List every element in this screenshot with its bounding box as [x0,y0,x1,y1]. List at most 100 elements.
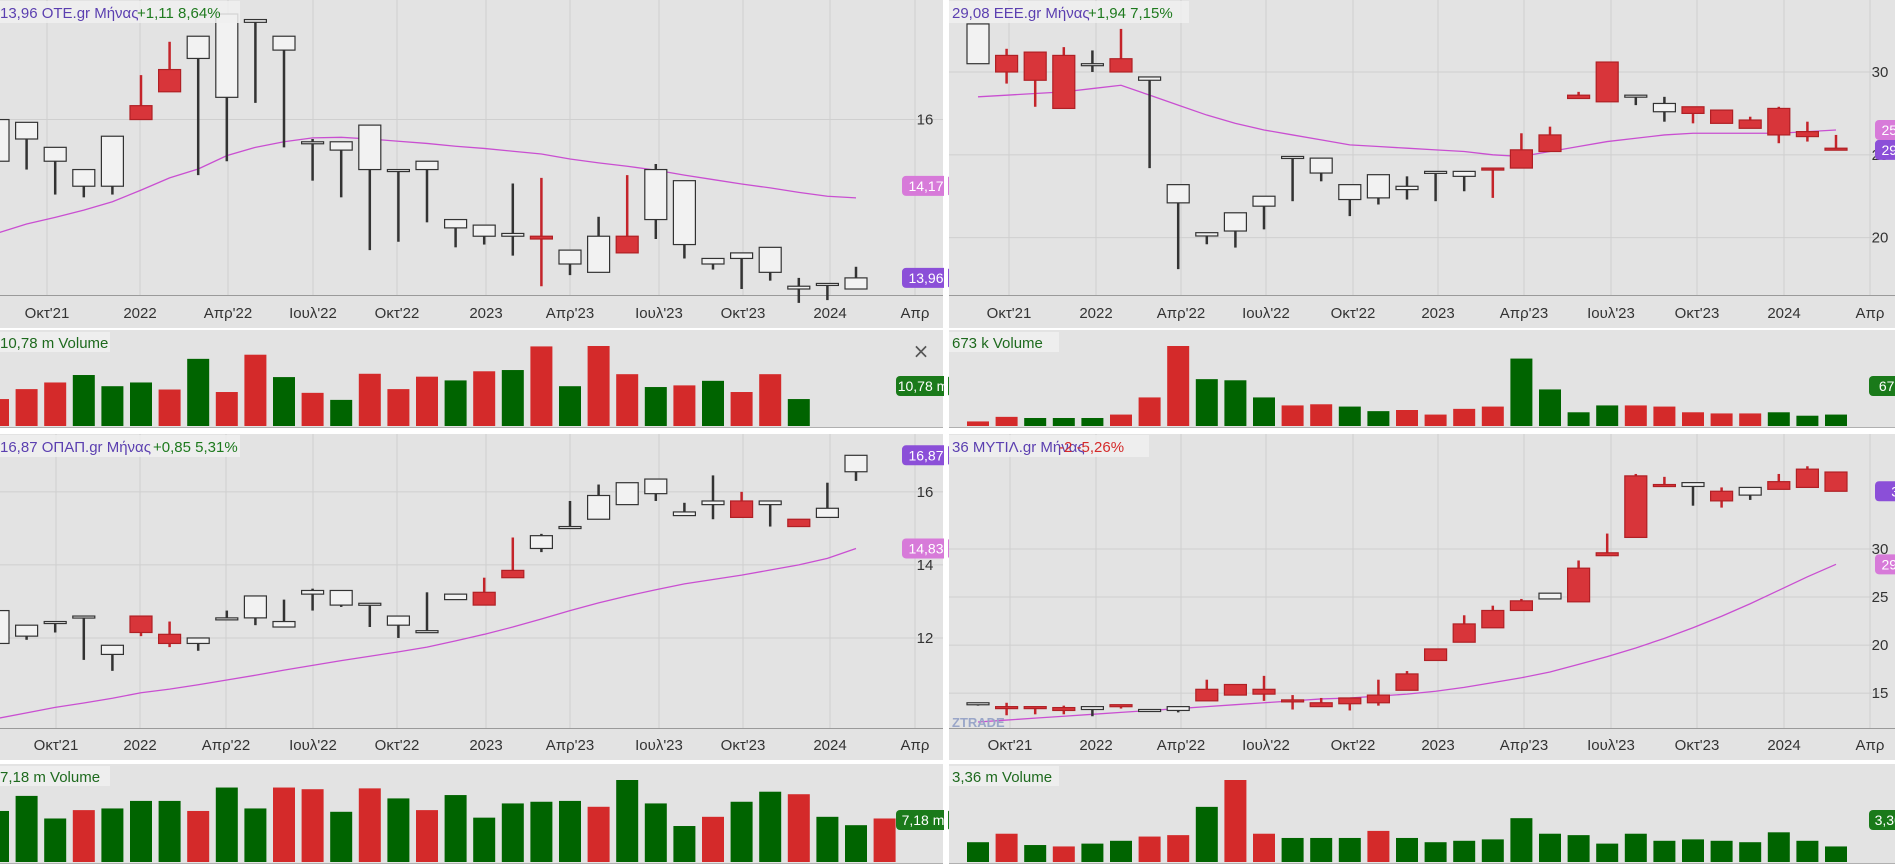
candle-body [1338,184,1362,201]
candle-body [501,232,525,237]
candle-body [1052,706,1076,712]
candle [758,500,782,527]
moving-average-line [977,563,1837,723]
candle-body [386,615,410,626]
volume-bar [1138,397,1161,426]
volume-panel-background [949,764,1895,864]
volume-bar [673,385,696,426]
candle-body [1652,102,1677,113]
x-tick-label: Απρ [901,737,930,754]
candle-body [758,246,782,273]
candle-body [558,249,582,265]
candle-body [1252,195,1276,207]
ma-badge: 14,17 [902,175,950,196]
volume-bar [301,789,324,862]
x-tick-label: Οκτ'22 [375,305,420,322]
volume-bar [1052,846,1075,862]
candle-body [1481,609,1505,629]
volume-bar [1396,837,1418,862]
price-badge: 29,08 [1875,139,1895,160]
price-badge-label: 36 [1891,483,1895,499]
candle [415,160,439,223]
candle-body [1624,475,1648,539]
chart-title-group: 13,96 OTE.gr Μήνας+1,11 8,64% [0,1,240,23]
divider [0,427,943,428]
volume-badge-background [1869,376,1895,396]
close-icon[interactable]: × [913,339,930,363]
volume-label-background [0,332,110,352]
candle [0,118,10,162]
candle-body [72,615,96,619]
candle [129,75,153,121]
x-tick-label: Απρ [1856,305,1885,322]
panel-divider [944,0,948,864]
candle [301,139,325,181]
candle [1223,683,1248,696]
ma-badge: 29,57 [1875,554,1895,575]
candle-body [1566,94,1591,100]
candle-body [1738,486,1762,496]
volume-bar [0,810,9,862]
candle-body [644,168,668,221]
candle-body [1137,76,1162,81]
volume-bar [158,800,181,862]
y-tick-label: 30 [1872,541,1889,558]
candle-body [1137,708,1162,713]
candle-body [1423,648,1448,662]
candle-body [1709,109,1734,124]
candle-body [158,633,182,645]
candle [1452,170,1476,192]
candle-body [529,235,554,240]
volume-bar [730,392,753,426]
volume-bar [416,376,438,426]
candle [243,18,267,103]
candle-body [1080,706,1105,711]
candle [558,500,582,530]
volume-bar [1367,830,1390,862]
candle-body [1538,134,1562,153]
x-tick-label: 2023 [1421,305,1454,322]
candle [1767,473,1791,490]
candle [1395,176,1419,200]
candle [615,482,639,506]
x-tick-label: Απρ'23 [546,737,594,754]
volume-label-group: 10,78 m Volume [0,332,110,352]
candle-body [1538,592,1562,600]
candle [444,218,468,248]
volume-bar [559,386,581,426]
chart-panel-0: 16 13,96 OTE.gr Μήνας+1,11 8,64% 13,96 14,1… [0,0,950,428]
candle-body [501,569,525,579]
axis-line [949,728,1895,729]
volume-bar [44,818,67,862]
volume-badge-background [1869,810,1895,830]
candle-body [43,146,67,162]
volume-bar [1539,389,1561,426]
x-tick-label: Απρ [1856,737,1885,754]
candle-body [72,168,96,187]
volume-bar [1081,418,1104,426]
volume-bar [358,788,381,862]
volume-bar [1767,832,1790,862]
volume-label-group: 7,18 m Volume [0,766,110,786]
candle-body [1280,155,1305,160]
volume-bar [1710,413,1733,426]
candle [787,277,811,303]
moving-average-line [0,547,857,719]
candle-body [158,68,182,93]
candle-body [1767,481,1791,490]
candle-body [1338,697,1362,705]
candle [1252,195,1276,230]
volume-bar [444,380,467,426]
volume-bar [673,826,696,862]
volume-bar [501,370,524,426]
volume-bar [1682,839,1704,862]
y-tick-label: 20 [1872,637,1889,654]
volume-bar [1596,405,1619,426]
volume-bar [187,810,210,862]
candle-body [1709,490,1734,502]
volume-bar [587,346,610,426]
candle [787,518,811,528]
volume-bar [967,421,989,426]
candle-body [415,630,439,634]
candle [100,135,125,195]
